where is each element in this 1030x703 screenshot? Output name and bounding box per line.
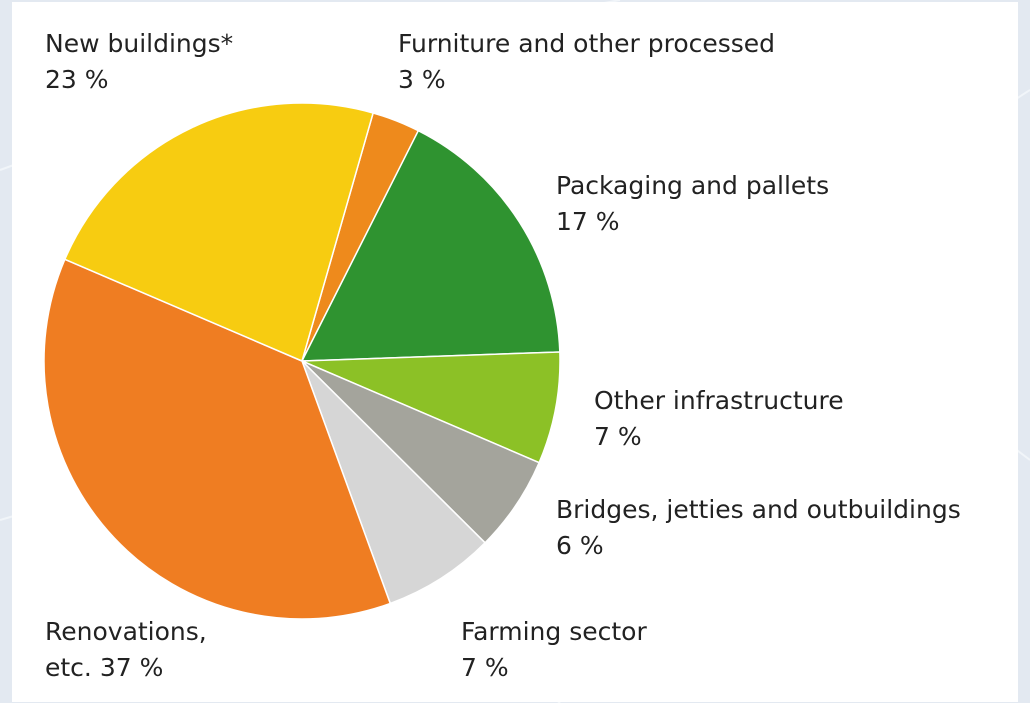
label-furniture-name: Furniture and other processed	[398, 29, 776, 58]
label-farming-value: 7 %	[461, 653, 509, 682]
pie-slice-renovations	[43, 258, 392, 620]
label-furniture-value: 3 %	[398, 65, 446, 94]
label-bridges: Bridges, jetties and outbuildings 6 %	[556, 492, 961, 564]
pie-slice-packaging-and-pallets	[300, 129, 561, 362]
pie-slice-farming-sector	[301, 360, 487, 605]
label-other-infrastructure-value: 7 %	[594, 422, 642, 451]
label-new-buildings-name: New buildings*	[45, 29, 234, 58]
label-renovations-name: Renovations,	[45, 617, 207, 646]
label-packaging: Packaging and pallets 17 %	[556, 168, 829, 240]
label-packaging-name: Packaging and pallets	[556, 171, 830, 200]
label-bridges-name: Bridges, jetties and outbuildings	[556, 495, 961, 524]
label-new-buildings: New buildings* 23 %	[45, 26, 233, 98]
label-farming: Farming sector 7 %	[461, 614, 647, 686]
label-furniture: Furniture and other processed 3 %	[398, 26, 775, 98]
label-other-infrastructure-name: Other infrastructure	[594, 386, 844, 415]
label-renovations-value: etc. 37 %	[45, 653, 164, 682]
label-renovations: Renovations, etc. 37 %	[45, 614, 207, 686]
label-other-infrastructure: Other infrastructure 7 %	[594, 383, 844, 455]
label-new-buildings-value: 23 %	[45, 65, 109, 94]
pie-slice-other-infrastructure	[301, 351, 561, 464]
label-farming-name: Farming sector	[461, 617, 647, 646]
label-bridges-value: 6 %	[556, 531, 604, 560]
label-packaging-value: 17 %	[556, 207, 620, 236]
pie-slice-new-buildings	[63, 102, 375, 363]
